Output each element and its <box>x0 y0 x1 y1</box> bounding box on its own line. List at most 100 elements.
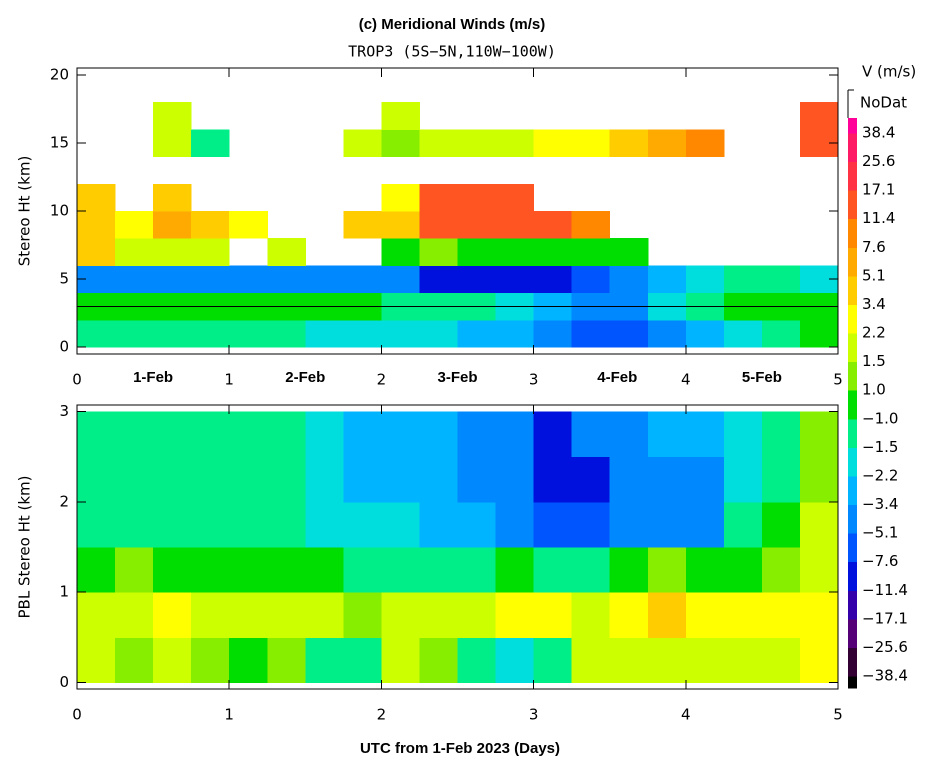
heatmap-cell <box>191 592 230 638</box>
heatmap-cell <box>571 592 611 638</box>
heatmap-cell <box>229 637 268 684</box>
heatmap-cell <box>153 501 192 548</box>
heatmap-cell <box>495 183 535 212</box>
y-tick-label: 0 <box>59 338 69 356</box>
heatmap-cell <box>191 456 230 503</box>
heatmap-cell <box>305 411 344 458</box>
heatmap-cell <box>609 238 649 266</box>
heatmap-cell <box>609 411 649 458</box>
x-tick-label: 2 <box>377 371 387 389</box>
heatmap-cell <box>343 265 382 294</box>
heatmap-cell <box>533 637 573 684</box>
heatmap-cell <box>229 411 268 458</box>
heatmap-cell <box>77 637 116 684</box>
chart-title: (c) Meridional Winds (m/s) <box>359 16 546 33</box>
heatmap-cell <box>381 547 420 593</box>
heatmap-cell <box>457 129 497 158</box>
heatmap-cell <box>571 547 611 593</box>
heatmap-cell <box>381 637 420 684</box>
heatmap-cell <box>495 129 535 158</box>
heatmap-cell <box>191 319 230 348</box>
heatmap-cell <box>685 501 725 548</box>
day-annotation: 1-Feb <box>133 369 173 386</box>
x-tick-label: 1 <box>224 706 234 724</box>
colorbar-label: 17.1 <box>862 181 895 199</box>
nodata-label: NoDat <box>860 94 907 112</box>
heatmap-cell <box>267 238 306 266</box>
colorbar-band <box>848 618 857 648</box>
heatmap-cell <box>457 319 497 348</box>
chart-subtitle: TROP3 (5S−5N,110W−100W) <box>348 43 556 61</box>
heatmap-cell <box>723 592 763 638</box>
heatmap-cell <box>419 211 458 239</box>
heatmap-cell <box>115 211 154 239</box>
heatmap-cell <box>799 319 839 348</box>
x-tick-label: 0 <box>72 706 82 724</box>
heatmap-cell <box>153 319 192 348</box>
colorbar-label: −17.1 <box>862 609 908 627</box>
heatmap-cell <box>723 411 763 458</box>
x-tick-label: 5 <box>833 371 843 389</box>
heatmap-cell <box>115 319 154 348</box>
heatmap-cell <box>229 456 268 503</box>
heatmap-cell <box>495 547 535 593</box>
heatmap-cell <box>115 547 154 593</box>
x-tick-label: 0 <box>72 371 82 389</box>
heatmap-cell <box>533 211 573 239</box>
heatmap-cell <box>153 211 192 239</box>
heatmap-cell <box>571 456 611 503</box>
heatmap-cell <box>343 637 382 684</box>
heatmap-cell <box>495 592 535 638</box>
heatmap-cell <box>495 456 535 503</box>
heatmap-cell <box>609 129 649 158</box>
heatmap-cell <box>381 411 420 458</box>
heatmap-cell <box>115 501 154 548</box>
heatmap-cell <box>647 547 687 593</box>
x-tick-label: 1 <box>224 371 234 389</box>
colorbar-label: −11.4 <box>862 581 908 599</box>
heatmap-cell <box>609 456 649 503</box>
heatmap-cell <box>495 238 535 266</box>
heatmap-cell <box>685 319 725 348</box>
heatmap-cell <box>571 637 611 684</box>
x-tick-label: 3 <box>529 706 539 724</box>
heatmap-cell <box>685 637 725 684</box>
heatmap-cell <box>761 637 801 684</box>
heatmap-cell <box>153 411 192 458</box>
colorbar-label: 3.4 <box>862 295 886 313</box>
heatmap-cell <box>799 637 839 684</box>
colorbar-band <box>848 418 857 448</box>
heatmap-cell <box>609 501 649 548</box>
heatmap-cell <box>495 265 535 294</box>
colorbar-band <box>848 161 857 191</box>
heatmap-cell <box>723 501 763 548</box>
colorbar-label: 25.6 <box>862 152 895 170</box>
heatmap-cell <box>799 102 839 130</box>
heatmap-cell <box>761 265 801 294</box>
heatmap-cell <box>229 592 268 638</box>
heatmap-cell <box>495 637 535 684</box>
heatmap-cell <box>153 238 192 266</box>
heatmap-cell <box>305 637 344 684</box>
heatmap-cell <box>419 129 458 158</box>
heatmap-cell <box>647 456 687 503</box>
colorbar-band <box>848 275 857 305</box>
plot-frame <box>76 404 839 690</box>
colorbar-label: −1.0 <box>862 409 898 427</box>
heatmap-cell <box>457 211 497 239</box>
heatmap-cell <box>115 238 154 266</box>
heatmap-cell <box>153 183 192 212</box>
colorbar-band <box>848 533 857 563</box>
heatmap-cell <box>381 102 420 130</box>
heatmap-cell <box>419 637 458 684</box>
heatmap-cell <box>799 456 839 503</box>
heatmap-cell <box>609 637 649 684</box>
heatmap-cell <box>343 211 382 239</box>
heatmap-cell <box>381 238 420 266</box>
heatmap-cell <box>267 501 306 548</box>
colorbar-band <box>848 304 857 334</box>
heatmap-cell <box>115 456 154 503</box>
colorbar-band <box>848 390 857 420</box>
heatmap-cell <box>419 456 458 503</box>
heatmap-cell <box>723 456 763 503</box>
